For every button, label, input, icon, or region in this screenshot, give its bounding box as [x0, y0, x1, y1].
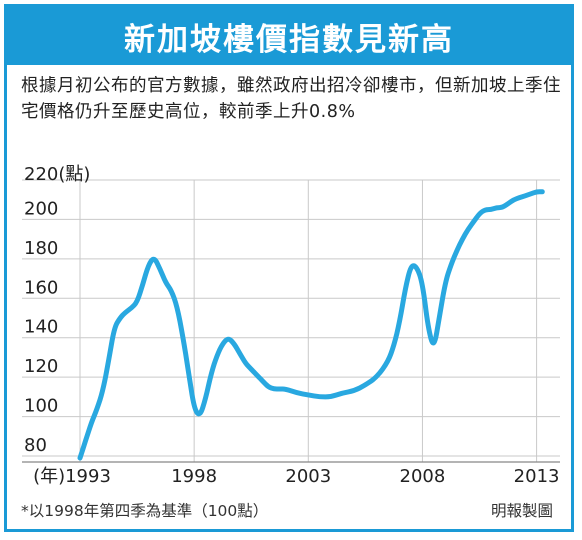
y-tick-label: 180	[24, 238, 58, 259]
y-tick-label: 140	[24, 317, 58, 338]
x-tick-labels: (年)1993 1998 2003 2008 2013	[33, 466, 559, 487]
series-layer	[77, 189, 545, 461]
x-tick-label: 2003	[285, 466, 331, 487]
title-bar: 新加坡樓價指數見新高	[7, 7, 571, 65]
series-line	[77, 189, 545, 461]
x-tick-label: 1998	[171, 466, 217, 487]
x-tick-label: (年)1993	[33, 466, 111, 487]
y-tick-label: 100	[24, 396, 58, 417]
x-tick-label: 2013	[514, 466, 560, 487]
y-tick-label: 200	[24, 198, 58, 219]
description-text: 根據月初公布的官方數據，雖然政府出招冷卻樓市，但新加坡上季住宅價格仍升至歷史高位…	[21, 76, 561, 122]
infographic-frame: 新加坡樓價指數見新高 根據月初公布的官方數據，雖然政府出招冷卻樓市，但新加坡上季…	[4, 4, 574, 532]
grid-layer	[22, 179, 560, 463]
y-tick-label: 160	[24, 277, 58, 298]
chart-title: 新加坡樓價指數見新高	[124, 21, 454, 58]
y-tick-labels: 80 100 120 140 160 180 200	[24, 198, 58, 456]
x-tick-label: 2008	[400, 466, 446, 487]
y-axis-label: 220(點)	[24, 164, 90, 185]
baseline-note: *以1998年第四季為基準（100點）	[21, 502, 269, 520]
credit-text: 明報製圖	[490, 502, 553, 520]
y-tick-label: 120	[24, 356, 58, 377]
y-tick-label: 80	[24, 435, 47, 456]
